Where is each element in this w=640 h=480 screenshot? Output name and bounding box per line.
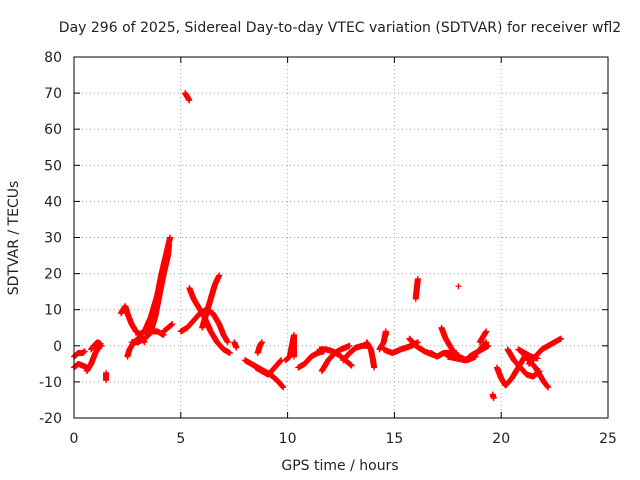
plot-frame xyxy=(73,56,609,419)
data-track xyxy=(412,276,421,302)
y-tick-label: 50 xyxy=(44,158,62,174)
data-point xyxy=(166,241,173,248)
data-track xyxy=(376,328,389,353)
x-tick-label: 0 xyxy=(70,431,79,447)
y-tick-label: 80 xyxy=(44,50,62,66)
x-tick-label: 20 xyxy=(492,431,510,447)
data-point xyxy=(258,339,265,346)
data-track xyxy=(525,335,565,367)
data-track xyxy=(103,369,110,384)
y-tick-label: 30 xyxy=(44,231,62,247)
x-tick-label: 10 xyxy=(279,431,297,447)
data-point xyxy=(371,364,378,371)
y-tick-label: -10 xyxy=(39,375,62,391)
data-point xyxy=(346,342,353,349)
data-point xyxy=(186,97,193,104)
x-tick-label: 5 xyxy=(176,431,185,447)
data-track xyxy=(504,346,543,380)
data-track xyxy=(88,339,104,353)
chart-title: Day 296 of 2025, Sidereal Day-to-day VTE… xyxy=(59,20,621,36)
data-point xyxy=(81,348,88,355)
data-point xyxy=(216,272,223,279)
data-point xyxy=(382,331,389,338)
data-track xyxy=(160,321,176,335)
data-point xyxy=(291,353,298,360)
data-point xyxy=(534,355,541,362)
x-axis-label: GPS time / hours xyxy=(281,458,398,474)
data-point xyxy=(226,350,233,357)
data-track xyxy=(282,331,298,364)
y-axis-label: SDTVAR / TECUs xyxy=(6,181,22,296)
data-track xyxy=(254,339,265,357)
data-track xyxy=(476,328,490,346)
data-track xyxy=(466,342,492,360)
data-point xyxy=(490,395,497,402)
data-track xyxy=(489,391,497,402)
data-track xyxy=(199,272,223,331)
data-point xyxy=(169,321,176,328)
data-track xyxy=(83,342,105,375)
data-track xyxy=(363,339,378,371)
data-point xyxy=(414,276,421,283)
data-track xyxy=(128,331,152,346)
data-points xyxy=(71,90,565,402)
data-track xyxy=(316,346,355,369)
data-point xyxy=(455,283,462,290)
data-point xyxy=(545,384,552,391)
data-point xyxy=(485,342,492,349)
y-tick-label: 20 xyxy=(44,267,62,283)
data-point xyxy=(483,328,490,335)
tick-labels: 0 5 10 15 20 25 -20 -10 0 10 20 30 40 50 60 70 80 xyxy=(39,50,617,447)
data-track xyxy=(340,342,372,364)
y-tick-label: 40 xyxy=(44,194,62,210)
x-tick-label: 15 xyxy=(385,431,403,447)
y-tick-label: -20 xyxy=(39,411,62,427)
data-point xyxy=(348,362,355,369)
data-point xyxy=(280,384,287,391)
data-track xyxy=(147,241,173,335)
y-tick-label: 0 xyxy=(53,339,62,355)
data-track xyxy=(231,339,240,351)
x-tick-label: 25 xyxy=(599,431,617,447)
data-point xyxy=(233,344,240,351)
data-track xyxy=(252,357,285,378)
data-track xyxy=(318,342,353,375)
data-point xyxy=(167,234,174,241)
data-track xyxy=(515,346,541,362)
data-point xyxy=(97,340,104,347)
y-tick-label: 10 xyxy=(44,303,62,319)
data-track xyxy=(71,348,88,360)
data-point xyxy=(558,335,565,342)
y-tick-label: 60 xyxy=(44,122,62,138)
data-point xyxy=(103,377,110,384)
data-point xyxy=(224,339,231,346)
y-tick-label: 70 xyxy=(44,86,62,102)
data-track xyxy=(182,90,193,104)
data-track xyxy=(455,283,462,290)
